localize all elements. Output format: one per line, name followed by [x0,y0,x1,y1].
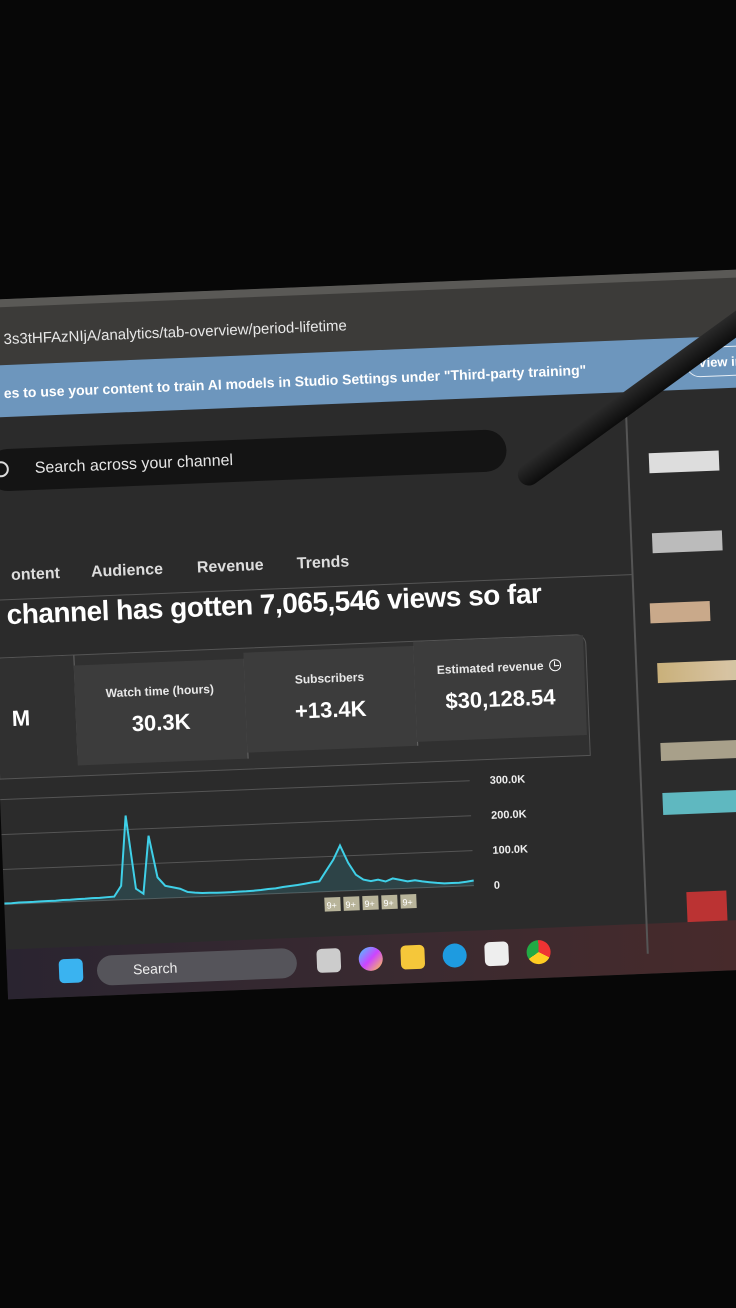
metric-label: Estimated revenue [436,658,544,677]
metric-value: 30.3K [131,708,191,737]
search-input[interactable]: Search across your channel [34,451,234,477]
y-tick-label: 0 [494,880,501,892]
metric-value: $30,128.54 [444,684,556,714]
metric-card-revenue[interactable]: Estimated revenue $30,128.54 [413,635,587,742]
y-tick-label: 200.0K [491,808,527,821]
metric-card-subscribers[interactable]: Subscribers +13.4K [243,645,419,753]
metric-value: +13.4K [294,695,367,724]
metric-label: Watch time (hours) [105,681,215,701]
video-marker-label: 9+ [326,900,337,910]
video-marker-label: 9+ [402,897,413,907]
copilot-icon[interactable] [358,946,384,972]
metric-card-watch-time[interactable]: Watch time (hours) 30.3K [73,658,249,766]
metric-card-views[interactable]: M [0,655,79,759]
metric-cards: M Watch time (hours) 30.3K Subscribers +… [0,633,591,780]
video-marker-label: 9+ [364,899,375,909]
gridline [2,850,473,871]
video-marker[interactable] [362,895,379,911]
series-line[interactable] [1,802,474,905]
y-tick-label: 300.0K [489,774,525,787]
video-marker[interactable] [343,896,360,911]
task-view-icon[interactable] [316,948,342,974]
blurred-video-thumbnails [624,387,736,954]
video-marker[interactable] [400,893,417,909]
video-marker-label: 9+ [383,898,394,908]
chrome-icon[interactable] [526,939,552,965]
store-icon[interactable] [484,941,510,967]
tab-revenue[interactable]: Revenue [196,556,264,577]
clock-icon[interactable] [549,658,562,672]
url-text[interactable]: 3s3tHFAzNIjA/analytics/tab-overview/peri… [3,317,348,349]
gridline [1,815,472,836]
tab-content[interactable]: ontent [10,565,61,584]
windows-start-icon[interactable] [58,958,84,984]
video-marker[interactable] [381,894,398,910]
banner-text: es to use your content to train AI model… [3,361,587,402]
y-tick-label: 100.0K [492,843,528,856]
channel-search[interactable]: Search across your channel [0,429,508,492]
video-marker[interactable] [324,897,341,912]
file-explorer-icon[interactable] [400,944,426,970]
views-line-chart: 300.0K 200.0K 100.0K 0 9+ 9+ 9+ 9+ 9+ [0,774,528,912]
metric-label: Subscribers [294,669,365,687]
edge-icon[interactable] [442,943,468,968]
taskbar-search[interactable]: Search [96,947,298,986]
tab-audience[interactable]: Audience [90,560,164,581]
tab-trends[interactable]: Trends [296,553,350,573]
gridline [0,780,470,801]
monitor-screen: 3s3tHFAzNIjA/analytics/tab-overview/peri… [0,267,736,1000]
search-icon [0,460,10,478]
video-marker-label: 9+ [345,899,356,909]
gridline [4,885,474,906]
